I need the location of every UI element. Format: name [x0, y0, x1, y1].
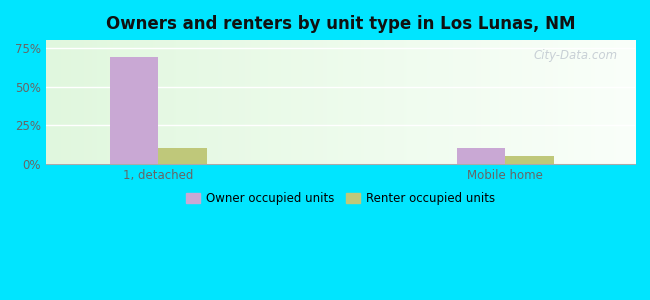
Legend: Owner occupied units, Renter occupied units: Owner occupied units, Renter occupied un…: [181, 188, 500, 210]
Bar: [505, 156, 554, 164]
Text: City-Data.com: City-Data.com: [533, 49, 618, 62]
Bar: [456, 148, 505, 164]
Bar: [159, 148, 207, 164]
Title: Owners and renters by unit type in Los Lunas, NM: Owners and renters by unit type in Los L…: [106, 15, 575, 33]
Bar: [110, 57, 159, 164]
